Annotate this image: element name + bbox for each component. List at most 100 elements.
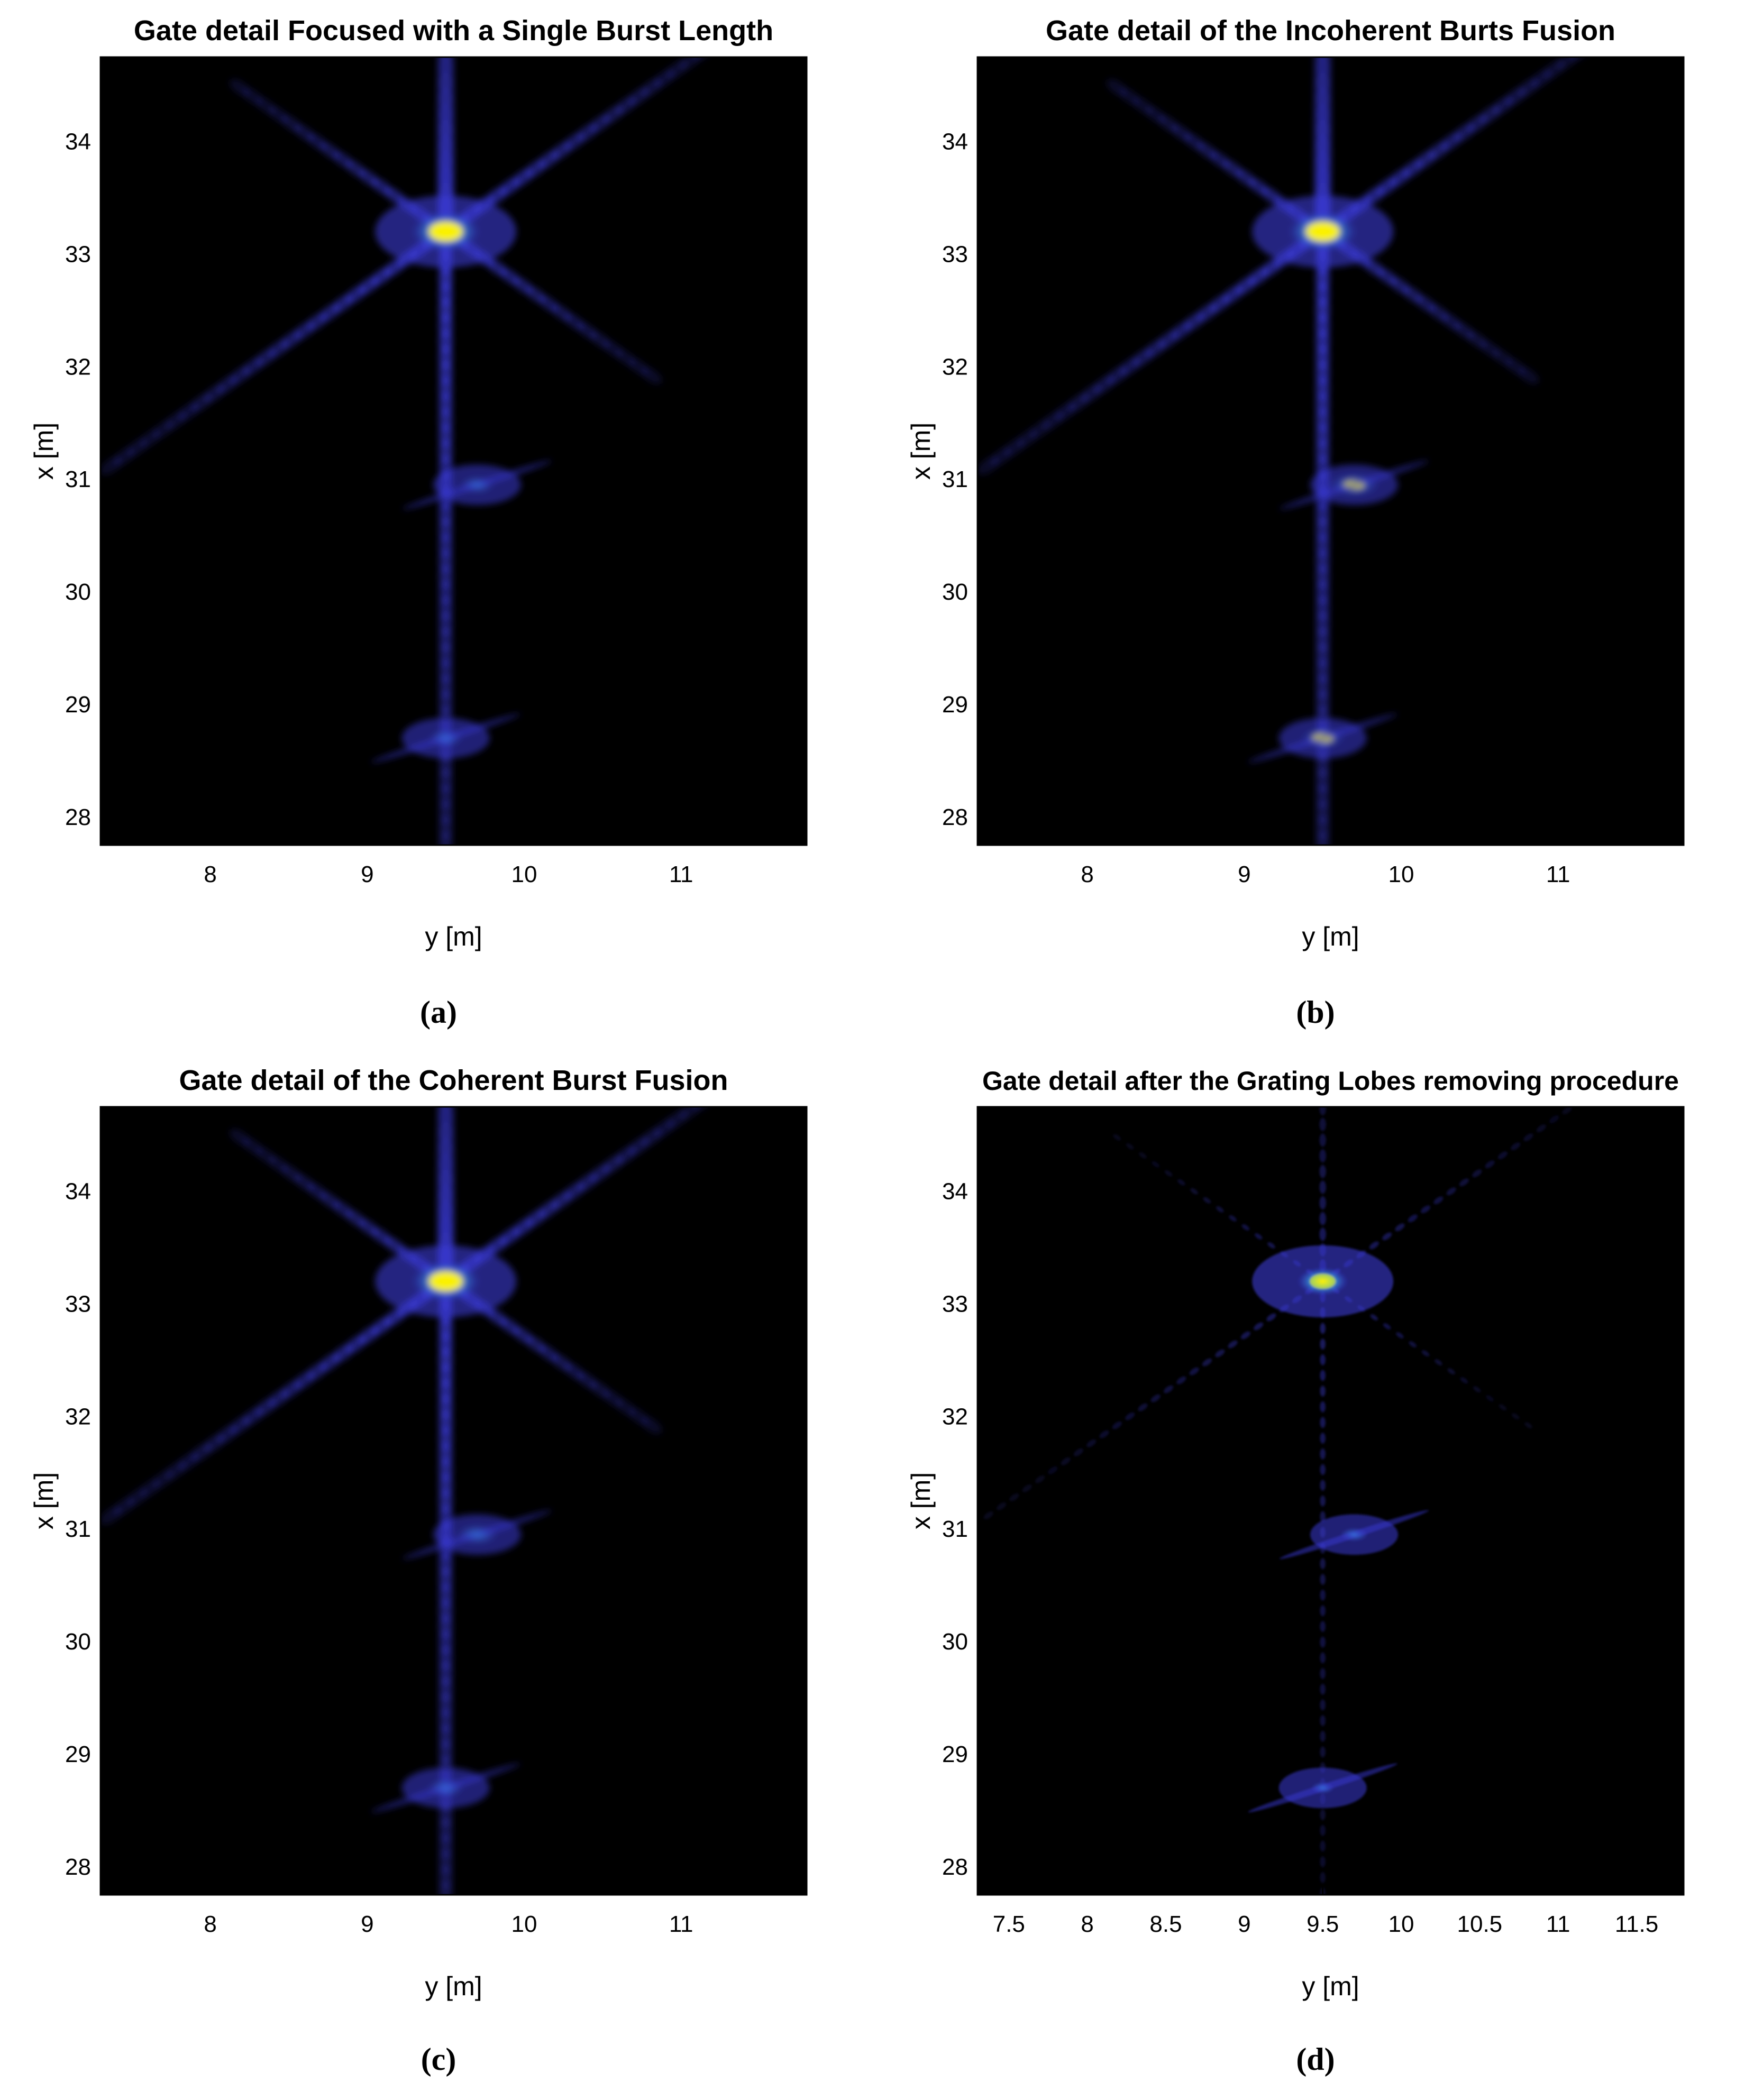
sidelobe-mark (1202, 1358, 1212, 1367)
sidelobe-mark (1113, 1134, 1121, 1141)
sidelobe-mark (1152, 1161, 1159, 1168)
sidelobe-mark (1266, 1313, 1276, 1322)
y-tick-label: 30 (65, 579, 91, 605)
sidelobe-mark (1497, 1151, 1508, 1160)
sidelobe-mark (1499, 1404, 1507, 1411)
sidelobe-mark (1320, 1605, 1326, 1617)
x-tick-label: 7.5 (993, 1911, 1025, 1937)
sidelobe-mark (1395, 1223, 1405, 1232)
y-tick-label: 30 (65, 1629, 91, 1655)
sidelobe-mark (1320, 2029, 1325, 2033)
sidelobe-mark (1316, 829, 1330, 845)
sidelobe-mark (1319, 1117, 1326, 1131)
sidelobe-mark (1190, 1188, 1198, 1195)
sidelobe-mark (438, 860, 453, 889)
y-tick-label: 34 (942, 129, 968, 155)
main-target-peak (428, 1271, 463, 1292)
sidelobe-mark (1319, 1149, 1326, 1163)
sidelobe-mark (1320, 1809, 1326, 1820)
sidelobe-mark (1241, 1224, 1250, 1231)
sidelobe-mark (1254, 1322, 1264, 1331)
x-tick-label: 8 (204, 1911, 216, 1937)
sidelobe-mark (1320, 1636, 1326, 1648)
sidelobe-mark (1177, 1179, 1185, 1186)
x-tick-label: 11 (1546, 1911, 1570, 1937)
x-tick-label: 10 (511, 861, 537, 887)
y-axis-label: x [m] (906, 1472, 936, 1529)
y-tick-label: 30 (942, 1629, 968, 1655)
x-axis-label: y [m] (425, 1971, 482, 2001)
chart-title: Gate detail Focused with a Single Burst … (134, 15, 773, 47)
target-streak (1248, 713, 1397, 763)
target-streak (402, 1510, 552, 1560)
sidelobe-mark (1511, 1413, 1520, 1420)
sidelobe-mark (978, 456, 1000, 475)
y-tick-label: 34 (65, 129, 91, 155)
sidelobe-mark (1319, 1227, 1326, 1241)
x-axis-label: y [m] (1302, 1971, 1359, 2001)
sidelobe-mark (1215, 1349, 1225, 1358)
x-tick-label: 10 (1388, 861, 1414, 887)
axes-frame (976, 1106, 1685, 1896)
sidelobe-mark (438, 876, 453, 905)
sidelobe-mark (1320, 1480, 1326, 1491)
sidelobe-mark (1446, 1187, 1456, 1196)
sidelobe-mark (1216, 1206, 1224, 1213)
y-tick-label: 28 (942, 1854, 968, 1880)
sidelobe-mark (1320, 1338, 1326, 1350)
heatmap-layer (978, 57, 1592, 921)
sidelobe-mark (1486, 1395, 1494, 1401)
sidelobe-mark (1555, 57, 1579, 70)
chart-a: Gate detail Focused with a Single Burst … (29, 15, 808, 951)
y-tick-label: 32 (942, 354, 968, 380)
sidelobe-mark (1316, 892, 1330, 921)
sidelobe-mark (1524, 1422, 1532, 1429)
sidelobe-mark (641, 367, 662, 384)
sidelobe-mark (438, 1894, 453, 1895)
x-tick-label: 8.5 (1149, 1911, 1182, 1937)
sidelobe-mark (641, 1417, 662, 1434)
x-tick-label: 8 (1081, 1911, 1093, 1937)
x-axis-label: y [m] (1302, 922, 1359, 951)
sidelobe-mark (1320, 1746, 1326, 1758)
x-tick-label: 9.5 (1307, 1911, 1339, 1937)
target-streak (1279, 460, 1429, 510)
sidelobe-mark (438, 845, 453, 874)
chart-b: Gate detail of the Incoherent Burts Fusi… (906, 15, 1685, 951)
sidelobe-mark (1320, 1386, 1326, 1397)
sidelobe-mark (1316, 876, 1330, 905)
y-tick-label: 32 (65, 1404, 91, 1429)
sidelobe-mark (1382, 1232, 1392, 1241)
sidelobe-mark (1228, 1340, 1238, 1349)
sidelobe-mark (1086, 1439, 1097, 1447)
sidelobe-mark (1320, 1856, 1326, 1867)
x-tick-label: 9 (361, 1911, 373, 1937)
sidelobe-mark (1320, 1683, 1326, 1695)
x-tick-label: 8 (1081, 861, 1093, 887)
sidelobe-mark (1396, 1332, 1404, 1338)
sidelobe-mark (1319, 1133, 1326, 1147)
chart-title: Gate detail after the Grating Lobes remo… (982, 1066, 1679, 1096)
x-tick-label: 10 (1388, 1911, 1414, 1937)
sidelobe-mark (1320, 1354, 1326, 1365)
sidelobe-mark (1316, 845, 1330, 874)
sidelobe-mark (1022, 1484, 1032, 1492)
y-tick-label: 31 (65, 466, 91, 492)
sidelobe-mark (1048, 1466, 1058, 1474)
sidelobe-mark (1254, 1233, 1263, 1240)
sidelobe-mark (1536, 1124, 1546, 1132)
caption-d: (d) (1296, 2042, 1335, 2077)
sidelobe-mark (1433, 1196, 1444, 1205)
sidelobe-mark (1562, 1107, 1572, 1114)
x-tick-label: 10 (511, 1911, 537, 1937)
sidelobe-mark (1320, 1872, 1326, 1883)
sidelobe-mark (1320, 1433, 1326, 1444)
sidelobe-mark (1073, 1448, 1083, 1456)
target-streak (371, 1763, 520, 1813)
sidelobe-mark (1150, 1394, 1161, 1402)
y-tick-label: 29 (65, 692, 91, 718)
y-tick-label: 28 (65, 804, 91, 830)
chart-title: Gate detail of the Incoherent Burts Fusi… (1046, 15, 1615, 47)
sidelobe-mark (230, 1129, 251, 1146)
y-tick-label: 30 (942, 579, 968, 605)
